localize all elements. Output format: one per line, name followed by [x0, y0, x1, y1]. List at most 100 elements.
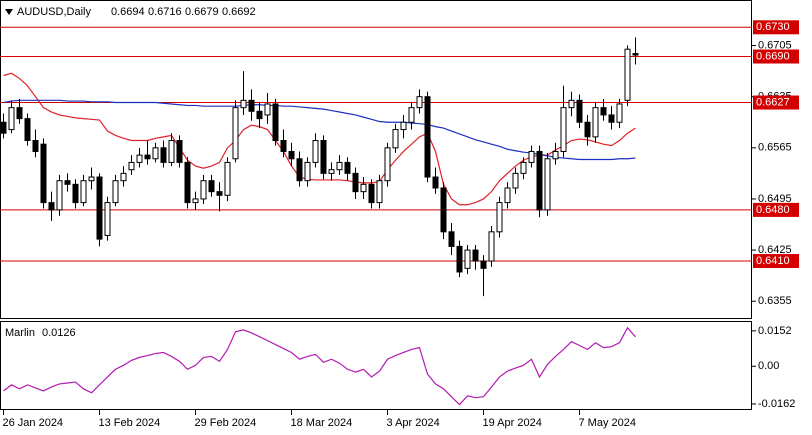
- candle-body: [128, 161, 135, 171]
- candle-body: [472, 249, 479, 262]
- y-tick-label: 0.00: [758, 360, 779, 372]
- candle-body: [280, 140, 287, 152]
- y-tick-label: 0.6705: [758, 39, 792, 51]
- candle-body: [304, 161, 311, 182]
- candle-body: [248, 99, 255, 112]
- header-high: 0.6716: [148, 6, 182, 18]
- candle-body: [176, 140, 183, 163]
- candle-body: [480, 260, 487, 269]
- candle-body: [432, 176, 439, 189]
- x-tick-label: 26 Jan 2024: [3, 417, 64, 429]
- x-tick-label: 7 May 2024: [579, 417, 636, 429]
- candle-body: [552, 150, 559, 160]
- candle-body: [504, 187, 511, 204]
- candle-body: [608, 114, 615, 123]
- candle-body: [264, 103, 271, 116]
- candle-body: [152, 147, 159, 160]
- candle-body: [584, 121, 591, 138]
- candle-body: [168, 140, 175, 163]
- y-tick-label: 0.0152: [758, 325, 792, 337]
- level-label: 0.6480: [756, 204, 790, 216]
- header-close: 0.6692: [222, 6, 256, 18]
- candle-body: [376, 180, 383, 204]
- candle-body: [616, 103, 623, 123]
- candle-body: [360, 183, 367, 193]
- level-label: 0.6627: [756, 96, 790, 108]
- indicator-value: 0.0126: [42, 327, 76, 339]
- candle-body: [32, 140, 39, 152]
- candle-body: [600, 107, 607, 116]
- candle-body: [632, 53, 639, 56]
- candle-body: [104, 202, 111, 236]
- candle-body: [560, 107, 567, 152]
- candle-body: [424, 96, 431, 178]
- candle-body: [320, 140, 327, 174]
- candle-body: [328, 169, 335, 174]
- y-tick-label: 0.6565: [758, 142, 792, 154]
- candle-body: [536, 150, 543, 211]
- candle-body: [160, 147, 167, 163]
- candle-body: [232, 107, 239, 160]
- y-tick-label: 0.6425: [758, 244, 792, 256]
- level-label-box: [753, 202, 799, 217]
- candle-body: [48, 202, 55, 211]
- candle-body: [272, 103, 279, 142]
- candle-body: [256, 110, 263, 120]
- candle-body: [568, 99, 575, 109]
- candle-body: [312, 140, 319, 163]
- indicator-panel: [0, 321, 752, 410]
- y-tick-label: -0.0162: [758, 398, 795, 410]
- candle-body: [400, 121, 407, 131]
- dropdown-icon: [5, 9, 13, 15]
- candle-body: [416, 96, 423, 109]
- candle-body: [136, 154, 143, 163]
- level-label: 0.6730: [756, 21, 790, 33]
- x-tick-label: 13 Feb 2024: [99, 417, 161, 429]
- candle-body: [488, 231, 495, 262]
- level-label-box: [753, 49, 799, 64]
- level-label-box: [753, 95, 799, 110]
- candle-body: [512, 172, 519, 189]
- candle-body: [96, 176, 103, 240]
- line: [3, 326, 636, 406]
- candle-body: [456, 245, 463, 273]
- main-panel: [0, 0, 752, 319]
- x-tick-label: 18 Mar 2024: [291, 417, 353, 429]
- candle-body: [64, 180, 71, 185]
- candle-body: [184, 161, 191, 204]
- candle-body: [296, 158, 303, 182]
- candle-body: [0, 121, 7, 134]
- candle-body: [344, 161, 351, 174]
- candle-body: [288, 150, 295, 160]
- candle-body: [240, 99, 247, 109]
- candle-body: [144, 154, 151, 160]
- candle-body: [352, 172, 359, 193]
- candle-body: [392, 129, 399, 149]
- candle-body: [576, 99, 583, 123]
- candle-body: [624, 48, 631, 101]
- candle-body: [88, 176, 95, 182]
- x-tick-label: 29 Feb 2024: [195, 417, 257, 429]
- candle-body: [544, 158, 551, 211]
- candle-body: [224, 161, 231, 196]
- candle-body: [216, 191, 223, 196]
- x-tick-label: 3 Apr 2024: [387, 417, 440, 429]
- header-low: 0.6679: [185, 6, 219, 18]
- candle-body: [40, 143, 47, 204]
- candle-body: [440, 187, 447, 233]
- candle-body: [120, 172, 127, 182]
- candle-body: [24, 118, 31, 142]
- level-label-box: [753, 20, 799, 35]
- indicator-title: Marlin: [5, 327, 35, 339]
- level-label-box: [753, 254, 799, 269]
- candle-body: [200, 180, 207, 200]
- candle-body: [192, 198, 199, 204]
- candle-body: [208, 180, 215, 193]
- candle-body: [408, 107, 415, 123]
- candle-body: [384, 147, 391, 182]
- level-label: 0.6690: [756, 50, 790, 62]
- candle-body: [528, 150, 535, 163]
- x-tick-label: 19 Apr 2024: [483, 417, 542, 429]
